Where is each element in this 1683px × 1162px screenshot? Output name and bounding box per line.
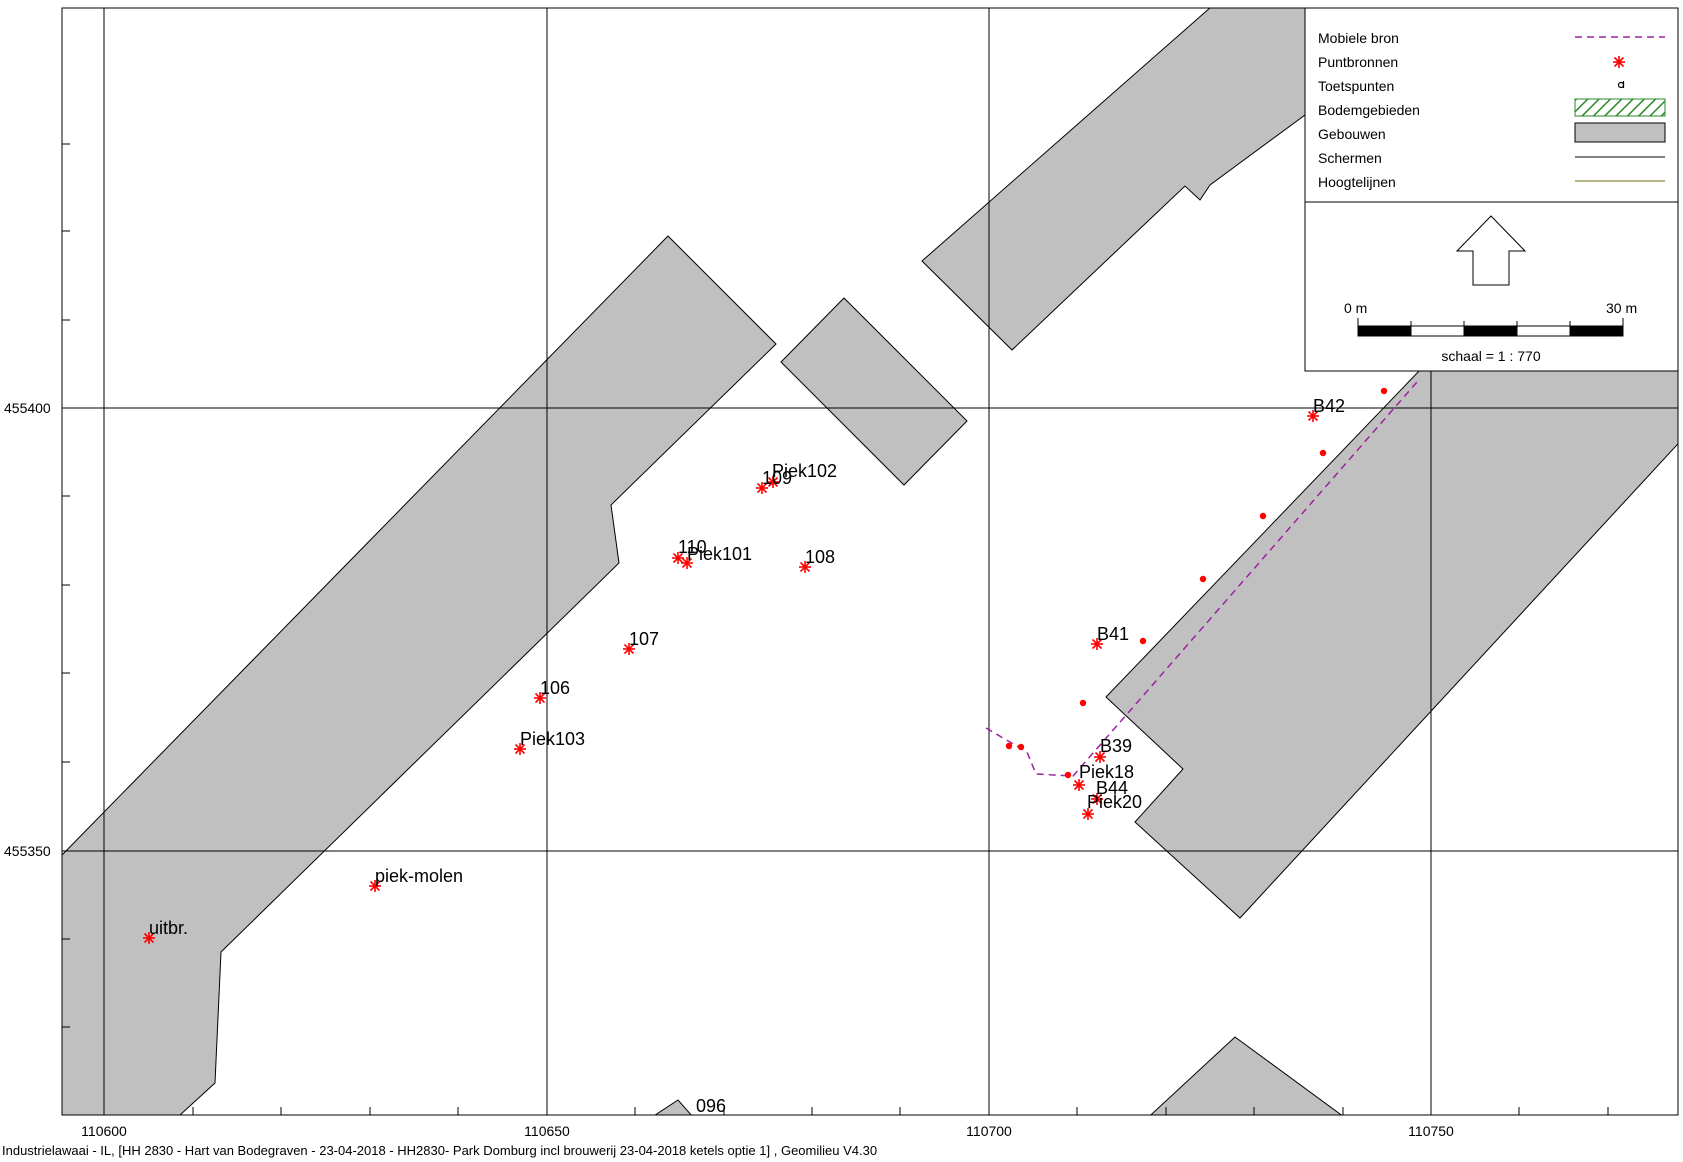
asterisk-icon bbox=[1613, 56, 1625, 68]
label-b39: B39 bbox=[1100, 736, 1132, 756]
label-piek-molen: piek-molen bbox=[375, 866, 463, 886]
legend-symbol-bodem bbox=[1574, 98, 1666, 117]
y-tick-label: 455400 bbox=[4, 400, 51, 416]
legend-label-bodemgebieden: Bodemgebieden bbox=[1318, 102, 1420, 118]
point-source-piek-molen bbox=[369, 880, 381, 892]
point-source-piek101 bbox=[681, 557, 693, 569]
mobile-source-route bbox=[985, 381, 1418, 777]
point-source-piek20 bbox=[1082, 808, 1094, 820]
scale-left-label: 0 m bbox=[1344, 300, 1367, 316]
point-source-107 bbox=[623, 643, 635, 655]
label-uitbr: uitbr. bbox=[149, 918, 188, 938]
point-sources bbox=[143, 410, 1319, 944]
building-right-large bbox=[1105, 369, 1678, 919]
label-108: 108 bbox=[805, 547, 835, 567]
scale-right-label: 30 m bbox=[1606, 300, 1637, 316]
label-b41: B41 bbox=[1097, 624, 1129, 644]
legend-symbol-gebouwen bbox=[1574, 122, 1666, 143]
legend-label-hoogtelijnen: Hoogtelijnen bbox=[1318, 174, 1396, 190]
building-small-rect bbox=[780, 297, 968, 486]
label-piek103: Piek103 bbox=[520, 729, 585, 749]
building-large-diagonal bbox=[62, 235, 777, 1115]
label-109: 109 bbox=[762, 468, 792, 488]
legend-label-puntbronnen: Puntbronnen bbox=[1318, 54, 1398, 70]
label-piek20: Piek20 bbox=[1087, 792, 1142, 812]
point-source-b39 bbox=[1094, 751, 1106, 763]
label-piek102: Piek102 bbox=[772, 461, 837, 481]
label-b44: B44 bbox=[1096, 778, 1128, 798]
legend-label-mobile: Mobiele bron bbox=[1318, 30, 1399, 46]
point-source-piek103 bbox=[514, 743, 526, 755]
x-tick-label: 110650 bbox=[524, 1123, 570, 1139]
legend: Mobiele bron Puntbronnen Toetspunten Bod… bbox=[1304, 7, 1679, 372]
point-source-piek102 bbox=[767, 476, 779, 488]
axis-labels: 110600 110650 110700 110750 455400 45535… bbox=[4, 400, 1454, 1139]
legend-label-schermen: Schermen bbox=[1318, 150, 1382, 166]
building-bottom-small bbox=[654, 1099, 692, 1115]
scale-bar bbox=[1357, 318, 1624, 337]
x-tick-label: 110700 bbox=[966, 1123, 1012, 1139]
label-piek18: Piek18 bbox=[1079, 762, 1134, 782]
label-107: 107 bbox=[629, 629, 659, 649]
label-095: 095 bbox=[643, 1112, 673, 1132]
building-bottom-right bbox=[1150, 1036, 1343, 1115]
point-labels: Piek102 109 110 Piek101 108 107 106 Piek… bbox=[149, 396, 1345, 1132]
y-tick-label: 455350 bbox=[4, 843, 51, 859]
x-tick-label: 110600 bbox=[81, 1123, 127, 1139]
mobile-source-points bbox=[1005, 387, 1388, 779]
legend-label-gebouwen: Gebouwen bbox=[1318, 126, 1386, 142]
north-arrow-icon bbox=[1455, 215, 1527, 286]
label-110: 110 bbox=[678, 537, 707, 557]
point-source-uitbr bbox=[143, 932, 155, 944]
map-frame bbox=[61, 7, 1679, 1116]
building-top-right bbox=[921, 8, 1401, 351]
point-source-b41 bbox=[1091, 638, 1103, 650]
point-source-108 bbox=[799, 561, 811, 573]
point-source-106 bbox=[534, 692, 546, 704]
label-piek101: Piek101 bbox=[687, 544, 752, 564]
x-tick-label: 110750 bbox=[1408, 1123, 1454, 1139]
point-source-b42 bbox=[1307, 410, 1319, 422]
toetspunt-icon bbox=[1617, 81, 1625, 89]
label-106: 106 bbox=[540, 678, 570, 698]
point-source-109 bbox=[756, 482, 768, 494]
label-096: 096 bbox=[696, 1096, 726, 1116]
legend-label-toetspunten: Toetspunten bbox=[1318, 78, 1394, 94]
label-b42: B42 bbox=[1313, 396, 1345, 416]
scale-text: schaal = 1 : 770 bbox=[1441, 348, 1540, 364]
point-source-110 bbox=[672, 552, 684, 564]
point-source-b44 bbox=[1091, 793, 1103, 805]
buildings bbox=[62, 8, 1678, 1115]
footer-caption: Industrielawaai - IL, [HH 2830 - Hart va… bbox=[2, 1143, 878, 1158]
point-source-piek18 bbox=[1073, 779, 1085, 791]
tick-marks bbox=[62, 143, 1609, 1115]
